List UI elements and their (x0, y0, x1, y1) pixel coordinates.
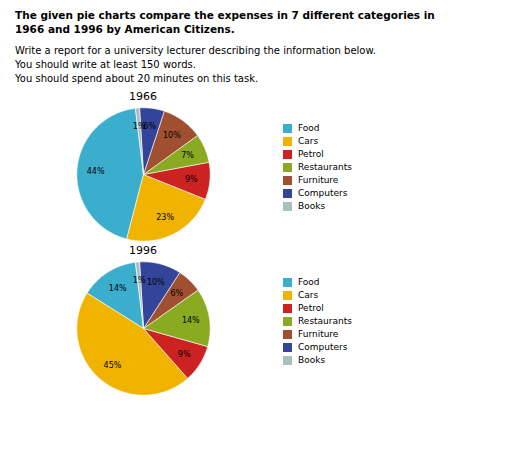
svg-text:6%: 6% (170, 289, 183, 298)
html-text:Petrol: Petrol (298, 149, 324, 159)
svg-text:7%: 7% (181, 151, 194, 160)
svg-text:6%: 6% (143, 122, 156, 132)
html-text:Computers: Computers (298, 342, 348, 352)
html-text:Furniture: Furniture (298, 175, 339, 185)
html-text:Food: Food (298, 123, 320, 133)
html-text:1966: 1966 (129, 90, 157, 103)
svg-text:9%: 9% (178, 350, 191, 359)
html-text:Food: Food (298, 277, 320, 287)
html-text:Petrol: Petrol (298, 303, 324, 313)
svg-text:9%: 9% (185, 175, 198, 184)
svg-text:10%: 10% (163, 131, 181, 140)
html-text:You should write at least 150: You should write at least 150 words. (15, 59, 196, 70)
html-text:Books: Books (298, 201, 326, 211)
svg-text:23%: 23% (156, 213, 174, 222)
html-text:Furniture: Furniture (298, 329, 339, 339)
svg-text:14%: 14% (182, 316, 200, 325)
svg-text:10%: 10% (147, 278, 165, 287)
html-text:Cars: Cars (298, 136, 319, 146)
html-text:Cars: Cars (298, 290, 319, 300)
svg-text:1%: 1% (133, 276, 146, 285)
svg-text:14%: 14% (109, 284, 127, 293)
html-text:1996: 1996 (129, 244, 157, 257)
svg-text:1%: 1% (133, 122, 146, 131)
html-text:Computers: Computers (298, 188, 348, 198)
html-text:Restaurants: Restaurants (298, 162, 352, 172)
html-text:The given pie charts compare t: The given pie charts compare the expense… (15, 9, 435, 35)
html-text:Restaurants: Restaurants (298, 316, 352, 326)
svg-text:44%: 44% (87, 167, 105, 176)
html-text:You should spend about 20 minu: You should spend about 20 minutes on thi… (15, 73, 259, 84)
html-text:Books: Books (298, 355, 326, 365)
html-text:Write a report for a universit: Write a report for a university lecturer… (15, 45, 376, 56)
svg-text:45%: 45% (104, 361, 122, 370)
